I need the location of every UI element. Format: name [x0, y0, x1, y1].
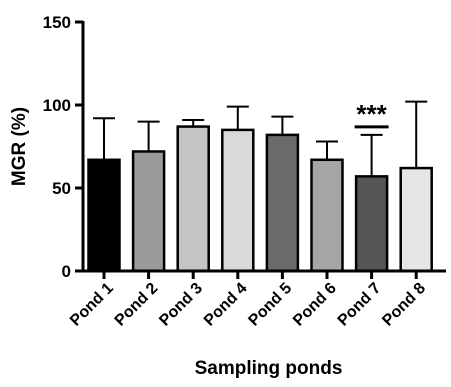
bars-group [87, 125, 433, 273]
bar-pond-1 [87, 158, 121, 273]
x-tick-label: Pond 2 [112, 280, 162, 330]
x-tick-label: Pond 5 [245, 280, 295, 330]
bar-pond-2 [131, 150, 166, 273]
x-tick-label: Pond 7 [335, 280, 385, 330]
y-tick-label: 50 [52, 179, 71, 198]
y-tick-label: 150 [43, 13, 71, 32]
annotations-group: *** [354, 99, 389, 129]
y-tick-label: 0 [62, 262, 71, 281]
y-axis-title: MGR (%) [9, 107, 30, 186]
bar-pond-4 [221, 128, 255, 273]
x-tick-label: Pond 4 [201, 280, 251, 330]
x-tick-label: Pond 1 [67, 280, 117, 330]
x-tick-label: Pond 8 [379, 280, 429, 330]
significance-label: *** [356, 99, 387, 129]
error-bars-group [93, 100, 428, 177]
y-tick-label: 100 [43, 96, 71, 115]
x-tick-label: Pond 6 [290, 280, 340, 330]
bar-pond-5 [265, 133, 300, 273]
bar-pond-6 [310, 158, 344, 273]
bar-pond-8 [399, 166, 433, 273]
y-ticks-group: 0 50 100 150 [43, 13, 83, 281]
bar-pond-3 [176, 125, 210, 273]
bar-pond-7 [354, 175, 389, 273]
x-tick-label: Pond 3 [156, 280, 206, 330]
x-axis-title: Sampling ponds [195, 358, 343, 379]
axes-group [81, 21, 446, 273]
